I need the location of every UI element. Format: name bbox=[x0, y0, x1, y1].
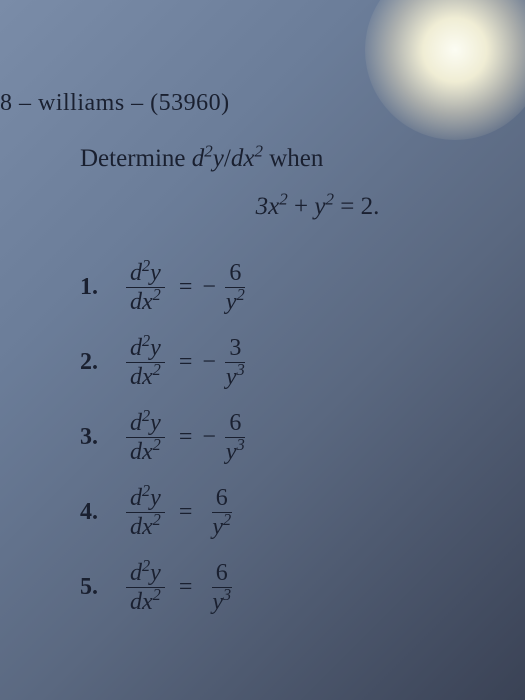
option-number: 5. bbox=[80, 574, 108, 601]
prompt-before: Determine bbox=[80, 145, 192, 172]
frac-num: 6 bbox=[212, 561, 232, 588]
option-rhs-frac: 6 y3 bbox=[222, 411, 249, 464]
frac-den: dx2 bbox=[126, 288, 165, 314]
frac-den: y2 bbox=[208, 513, 235, 539]
option-lhs-frac: d2y dx2 bbox=[126, 261, 165, 314]
sign: − bbox=[202, 349, 216, 376]
frac-den: dx2 bbox=[126, 588, 165, 614]
frac-den: y3 bbox=[222, 363, 249, 389]
option-rhs-frac: 3 y3 bbox=[222, 336, 249, 389]
equals-sign: = bbox=[179, 574, 193, 601]
frac-num: 6 bbox=[212, 486, 232, 513]
frac-den: y3 bbox=[222, 438, 249, 464]
prompt-expr-den: dx2 bbox=[231, 145, 263, 172]
page-header: 8 – williams – (53960) bbox=[0, 90, 505, 117]
option-lhs-frac: d2y dx2 bbox=[126, 486, 165, 539]
frac-den: dx2 bbox=[126, 363, 165, 389]
option-lhs-frac: d2y dx2 bbox=[126, 336, 165, 389]
option-number: 3. bbox=[80, 424, 108, 451]
frac-den: y3 bbox=[208, 588, 235, 614]
eq-plus: + bbox=[288, 193, 315, 220]
frac-den: y2 bbox=[222, 288, 249, 314]
option-rhs-frac: 6 y3 bbox=[208, 561, 235, 614]
option-2: 2. d2y dx2 = − 3 y3 bbox=[80, 336, 505, 389]
frac-num: 6 bbox=[225, 411, 245, 438]
frac-num: d2y bbox=[126, 486, 165, 513]
option-number: 4. bbox=[80, 499, 108, 526]
eq-lhs-b: y2 bbox=[314, 193, 334, 220]
eq-lhs-a: 3x2 bbox=[256, 193, 288, 220]
option-lhs-frac: d2y dx2 bbox=[126, 561, 165, 614]
equals-sign: = bbox=[179, 424, 193, 451]
eq-rhs: 2. bbox=[361, 193, 380, 220]
frac-num: 3 bbox=[225, 336, 245, 363]
frac-num: d2y bbox=[126, 411, 165, 438]
frac-num: d2y bbox=[126, 261, 165, 288]
prompt-after: when bbox=[263, 145, 323, 172]
frac-num: d2y bbox=[126, 561, 165, 588]
option-number: 2. bbox=[80, 349, 108, 376]
given-equation: 3x2 + y2 = 2. bbox=[130, 193, 505, 221]
sign: − bbox=[202, 424, 216, 451]
frac-num: d2y bbox=[126, 336, 165, 363]
equals-sign: = bbox=[179, 274, 193, 301]
option-rhs-frac: 6 y2 bbox=[208, 486, 235, 539]
frac-den: dx2 bbox=[126, 513, 165, 539]
eq-equals: = bbox=[334, 193, 361, 220]
prompt-expr-num: d2y bbox=[192, 145, 224, 172]
option-rhs-frac: 6 y2 bbox=[222, 261, 249, 314]
sign: − bbox=[202, 274, 216, 301]
option-1: 1. d2y dx2 = − 6 y2 bbox=[80, 261, 505, 314]
option-5: 5. d2y dx2 = 6 y3 bbox=[80, 561, 505, 614]
frac-den: dx2 bbox=[126, 438, 165, 464]
prompt-slash: / bbox=[224, 145, 231, 172]
problem-prompt: Determine d2y/dx2 when bbox=[80, 145, 505, 173]
option-lhs-frac: d2y dx2 bbox=[126, 411, 165, 464]
option-number: 1. bbox=[80, 274, 108, 301]
page-content: 8 – williams – (53960) Determine d2y/dx2… bbox=[0, 0, 525, 656]
equals-sign: = bbox=[179, 349, 193, 376]
equals-sign: = bbox=[179, 499, 193, 526]
option-4: 4. d2y dx2 = 6 y2 bbox=[80, 486, 505, 539]
frac-num: 6 bbox=[225, 261, 245, 288]
answer-options: 1. d2y dx2 = − 6 y2 2. d2y dx2 = − 3 y3 bbox=[80, 261, 505, 614]
option-3: 3. d2y dx2 = − 6 y3 bbox=[80, 411, 505, 464]
